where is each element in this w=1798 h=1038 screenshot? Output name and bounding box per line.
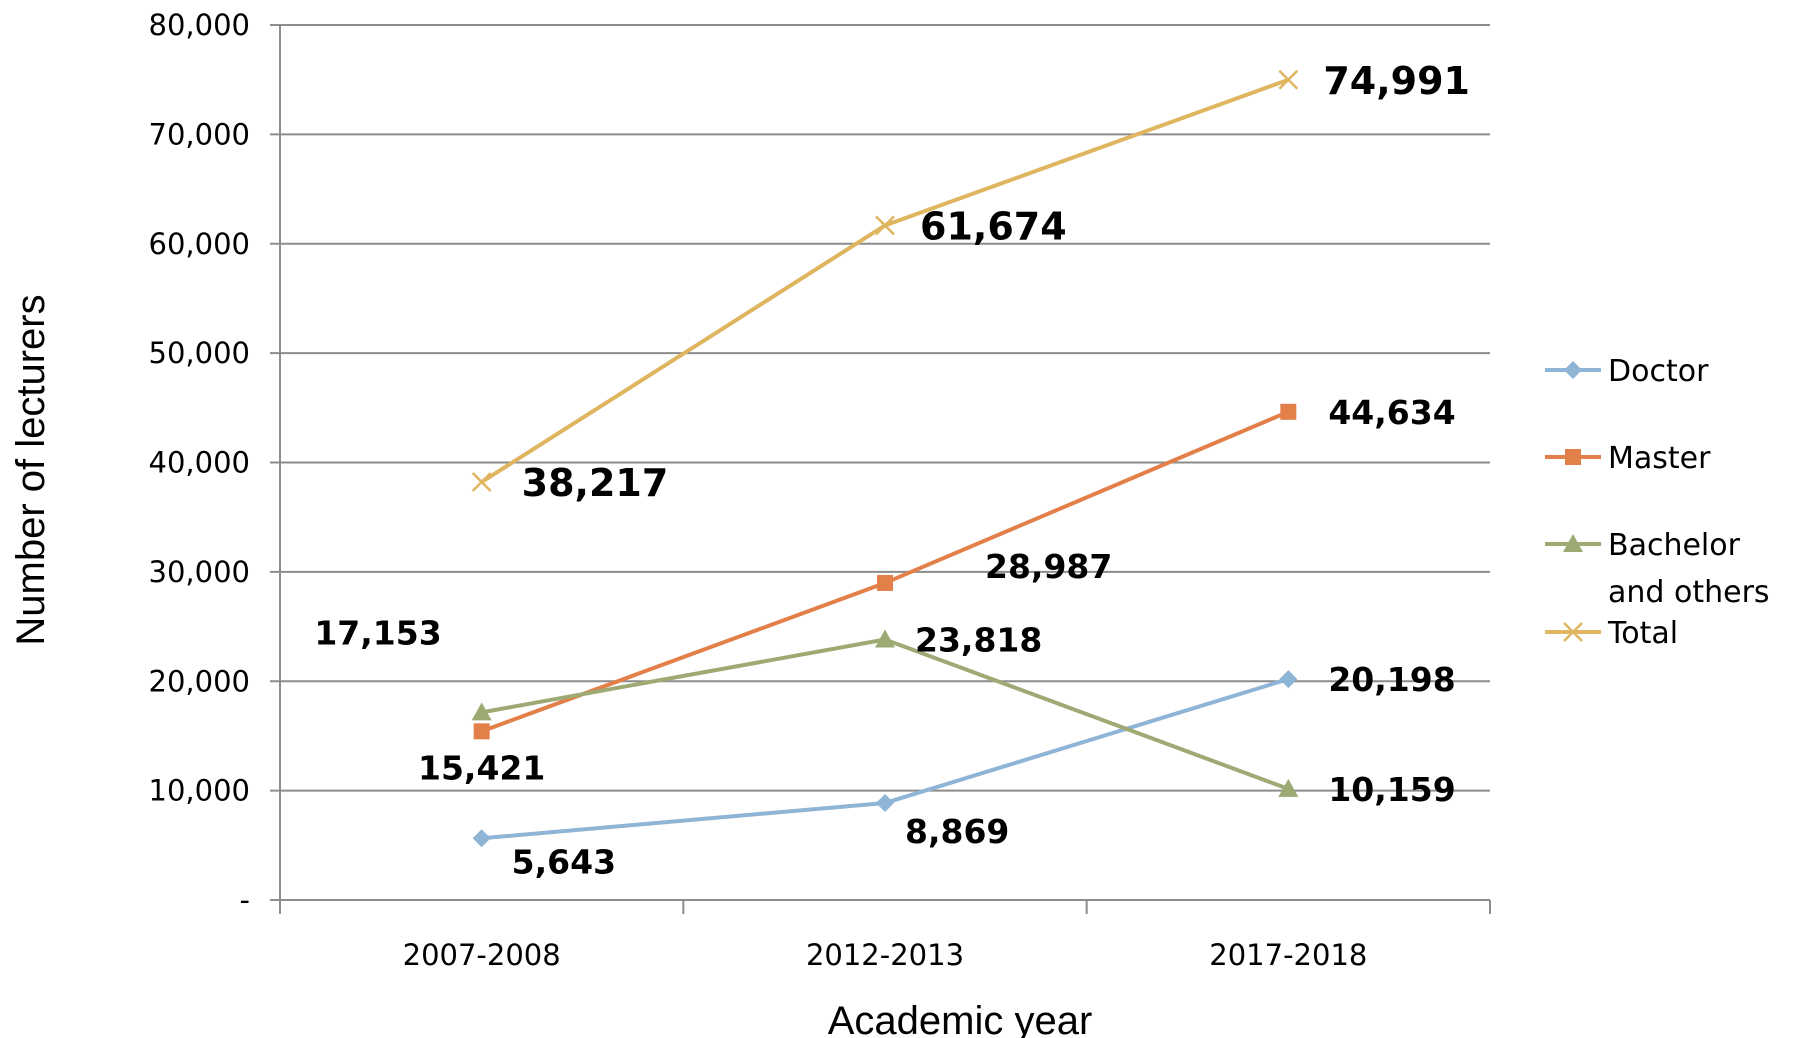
series-line-doctor bbox=[481, 677, 1289, 841]
series-markers bbox=[471, 69, 1299, 848]
legend-label: and others bbox=[1608, 575, 1770, 610]
data-labels: 5,643 8,869 20,198 15,421 28,987 44,634 17,153… bbox=[314, 59, 1470, 881]
legend-label: Total bbox=[1607, 616, 1678, 651]
data-point-marker bbox=[471, 702, 492, 721]
data-point-marker bbox=[1279, 670, 1298, 689]
data-point-marker bbox=[876, 793, 894, 812]
x-axis-title: Academic year bbox=[828, 999, 1093, 1038]
legend-label: Doctor bbox=[1608, 354, 1709, 389]
data-point-marker bbox=[1278, 778, 1299, 797]
data-label: 5,643 bbox=[512, 842, 616, 881]
data-label: 38,217 bbox=[522, 461, 669, 505]
data-point-marker bbox=[472, 829, 491, 848]
legend-entry: Bachelor and others bbox=[1545, 528, 1770, 610]
y-axis-title: Number of lecturers bbox=[9, 294, 53, 645]
y-tick-label: 70,000 bbox=[149, 117, 250, 151]
y-tick-label: - bbox=[240, 883, 250, 917]
legend-marker bbox=[1563, 622, 1583, 642]
data-label: 74,991 bbox=[1323, 59, 1470, 103]
axes bbox=[270, 24, 1491, 914]
y-tick-label: 60,000 bbox=[149, 227, 250, 261]
y-tick-label: 40,000 bbox=[149, 446, 250, 480]
data-point-marker bbox=[877, 574, 893, 591]
data-point-marker bbox=[471, 472, 492, 492]
data-point-marker bbox=[875, 215, 895, 236]
data-label: 23,818 bbox=[915, 620, 1042, 659]
y-tick-label: 50,000 bbox=[149, 336, 250, 370]
gridlines bbox=[280, 24, 1490, 792]
y-tick-label: 20,000 bbox=[149, 664, 250, 698]
data-point-marker bbox=[875, 629, 895, 648]
legend-entry: Doctor bbox=[1545, 354, 1709, 389]
series-lines bbox=[480, 77, 1290, 841]
data-label: 15,421 bbox=[418, 748, 545, 787]
data-point-marker bbox=[1280, 403, 1297, 420]
data-label: 28,987 bbox=[985, 547, 1112, 586]
data-label: 10,159 bbox=[1328, 770, 1455, 809]
legend: Doctor Master Bachelor and others Total bbox=[1545, 354, 1770, 651]
legend-label: Bachelor bbox=[1608, 528, 1741, 563]
y-tick-label: 10,000 bbox=[149, 774, 250, 808]
legend-marker bbox=[1564, 361, 1582, 379]
x-tick-label: 2007-2008 bbox=[403, 938, 561, 972]
series-line-total bbox=[480, 77, 1290, 484]
x-axis-ticks: 2007-2008 2012-2013 2017-2018 bbox=[403, 938, 1368, 972]
data-point-marker bbox=[473, 723, 490, 740]
data-label: 44,634 bbox=[1328, 393, 1455, 432]
data-label: 20,198 bbox=[1328, 660, 1455, 699]
legend-entry: Total bbox=[1545, 616, 1678, 651]
y-axis-ticks: - 10,000 20,000 30,000 40,000 50,000 60,000 70,… bbox=[149, 8, 250, 917]
data-label: 8,869 bbox=[905, 812, 1009, 851]
y-tick-label: 30,000 bbox=[149, 555, 250, 589]
legend-entry: Master bbox=[1545, 441, 1711, 476]
data-label: 61,674 bbox=[920, 204, 1067, 248]
legend-marker bbox=[1563, 534, 1583, 552]
data-point-marker bbox=[1278, 69, 1299, 90]
x-tick-label: 2017-2018 bbox=[1209, 938, 1367, 972]
y-tick-label: 80,000 bbox=[149, 8, 250, 42]
data-label: 17,153 bbox=[314, 613, 441, 652]
legend-label: Master bbox=[1608, 441, 1711, 476]
x-tick-label: 2012-2013 bbox=[806, 938, 964, 972]
legend-marker bbox=[1565, 449, 1581, 465]
